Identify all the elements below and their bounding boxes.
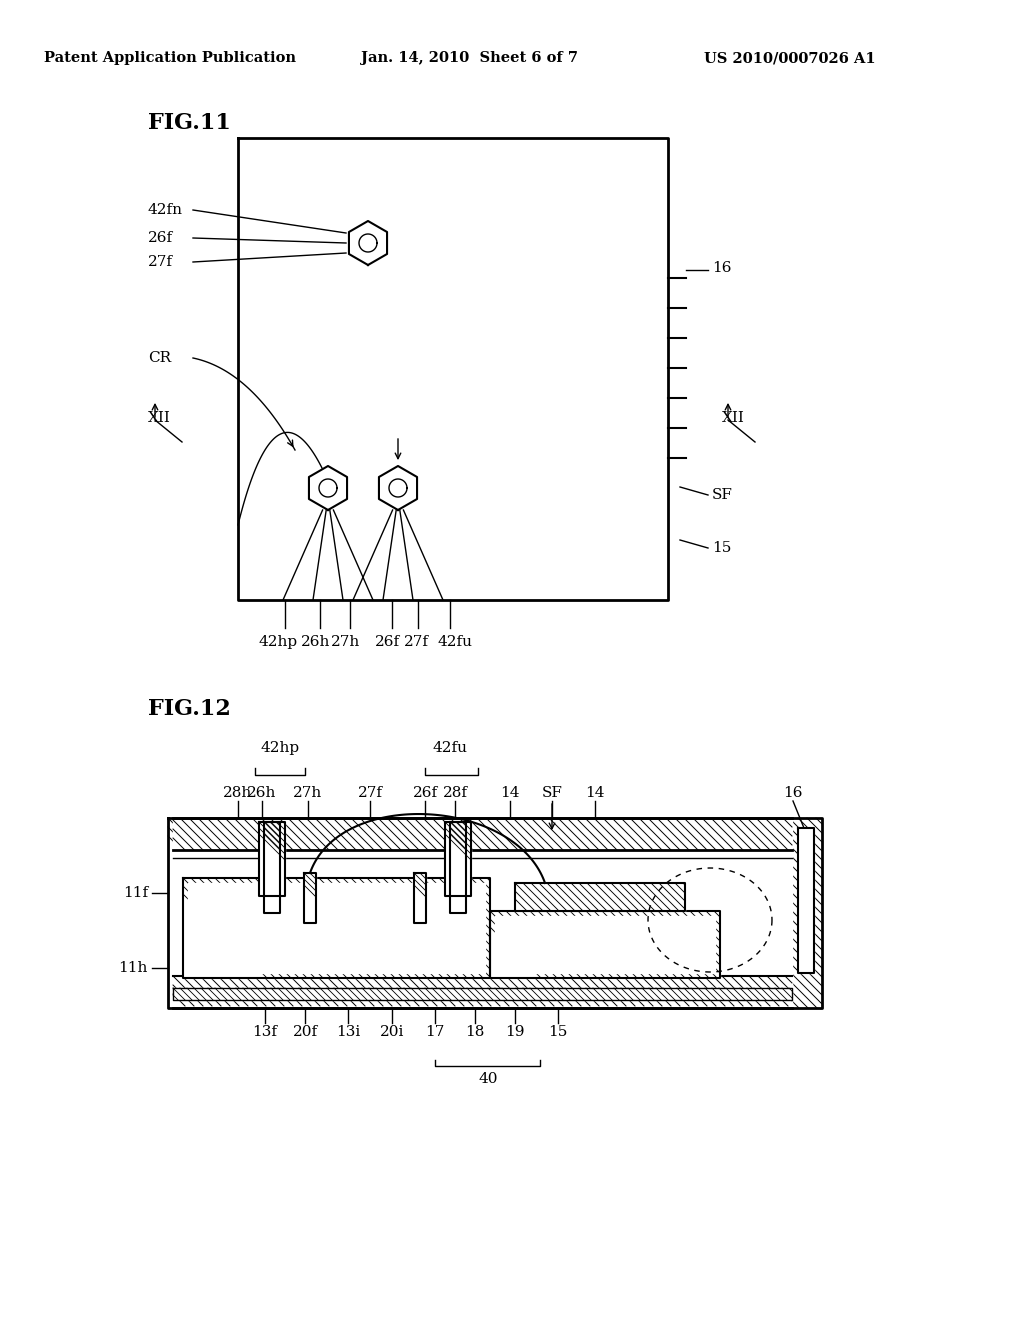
Text: 17: 17: [425, 1026, 444, 1039]
Text: 13f: 13f: [253, 1026, 278, 1039]
Text: 11h: 11h: [119, 961, 148, 975]
Text: FIG.11: FIG.11: [148, 112, 230, 135]
Text: 11f: 11f: [123, 886, 148, 900]
Text: Jan. 14, 2010  Sheet 6 of 7: Jan. 14, 2010 Sheet 6 of 7: [361, 51, 579, 65]
Text: 20f: 20f: [293, 1026, 317, 1039]
Text: FIG.12: FIG.12: [148, 698, 230, 719]
Text: 19: 19: [505, 1026, 524, 1039]
Text: 42fu: 42fu: [432, 741, 468, 755]
Text: 28h: 28h: [223, 785, 253, 800]
Text: 40: 40: [478, 1072, 498, 1086]
Text: 14: 14: [501, 785, 520, 800]
Text: 27h: 27h: [332, 635, 360, 649]
Text: 26h: 26h: [301, 635, 331, 649]
Text: XII: XII: [722, 411, 744, 425]
Text: 42fu: 42fu: [437, 635, 472, 649]
Text: 15: 15: [548, 1026, 567, 1039]
Text: SF: SF: [712, 488, 733, 502]
Text: 14: 14: [586, 785, 605, 800]
Text: SF: SF: [542, 785, 562, 800]
Text: 28f: 28f: [442, 785, 468, 800]
Text: 42fn: 42fn: [148, 203, 183, 216]
Text: 27h: 27h: [293, 785, 323, 800]
Text: 16: 16: [783, 785, 803, 800]
Text: 26f: 26f: [376, 635, 400, 649]
Text: 42hp: 42hp: [258, 635, 298, 649]
Text: Patent Application Publication: Patent Application Publication: [44, 51, 296, 65]
Text: 26f: 26f: [413, 785, 437, 800]
Text: 27f: 27f: [148, 255, 173, 269]
Text: CR: CR: [148, 351, 171, 366]
Text: 13i: 13i: [336, 1026, 360, 1039]
Text: 26f: 26f: [148, 231, 173, 246]
Text: XII: XII: [148, 411, 171, 425]
Text: 18: 18: [465, 1026, 484, 1039]
Text: US 2010/0007026 A1: US 2010/0007026 A1: [705, 51, 876, 65]
Text: 26h: 26h: [248, 785, 276, 800]
Text: 27f: 27f: [403, 635, 428, 649]
Text: 20i: 20i: [380, 1026, 404, 1039]
Text: 15: 15: [712, 541, 731, 554]
Text: 42hp: 42hp: [260, 741, 300, 755]
Text: 27f: 27f: [357, 785, 383, 800]
Text: 16: 16: [712, 261, 731, 275]
